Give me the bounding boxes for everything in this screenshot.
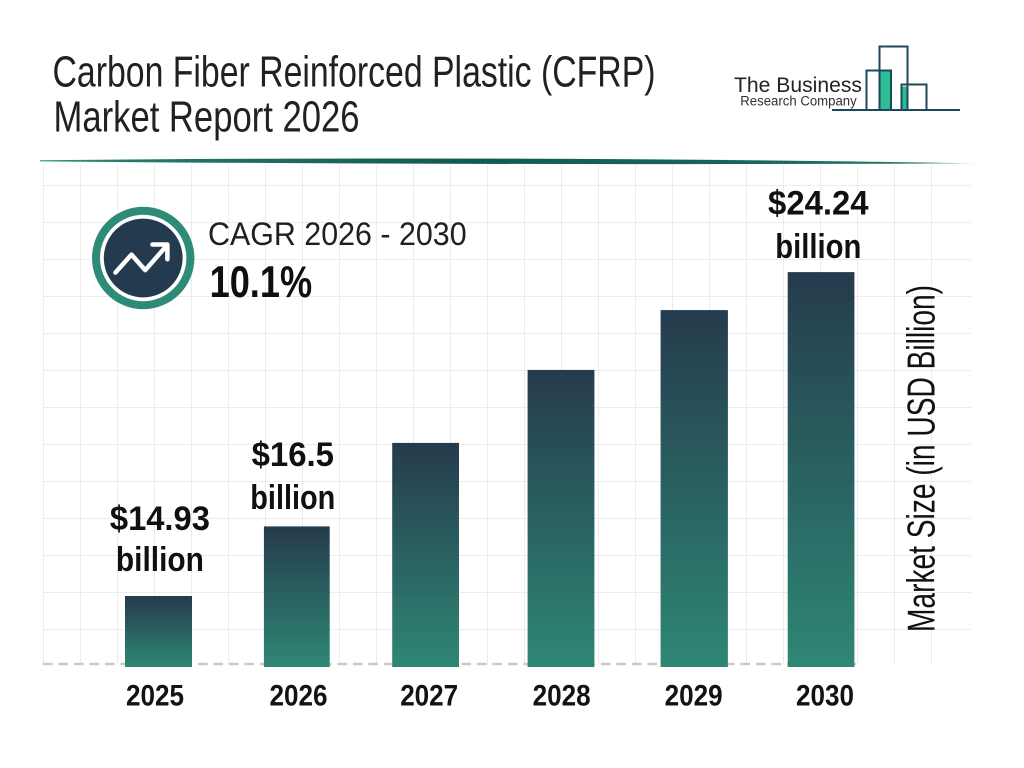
svg-text:billion: billion	[775, 228, 861, 266]
svg-text:2026: 2026	[270, 680, 328, 713]
svg-text:billion: billion	[250, 479, 335, 517]
svg-text:$24.24: $24.24	[768, 185, 869, 223]
svg-text:2027: 2027	[400, 680, 458, 713]
svg-text:Market Report 2026: Market Report 2026	[54, 93, 360, 142]
svg-text:2030: 2030	[796, 680, 854, 713]
svg-text:$14.93: $14.93	[110, 500, 210, 538]
svg-text:10.1%: 10.1%	[210, 258, 313, 307]
svg-text:Carbon Fiber Reinforced Plasti: Carbon Fiber Reinforced Plastic (CFRP)	[53, 47, 656, 96]
svg-text:Research Company: Research Company	[740, 92, 857, 108]
svg-text:2029: 2029	[665, 680, 723, 713]
svg-text:The Business: The Business	[734, 73, 862, 97]
svg-text:CAGR 2026 - 2030: CAGR 2026 - 2030	[208, 216, 467, 252]
svg-text:billion: billion	[116, 541, 204, 579]
svg-text:2025: 2025	[126, 680, 184, 713]
svg-text:$16.5: $16.5	[252, 436, 334, 474]
svg-text:Market Size (in USD Billion): Market Size (in USD Billion)	[901, 285, 944, 632]
svg-text:2028: 2028	[533, 680, 591, 713]
